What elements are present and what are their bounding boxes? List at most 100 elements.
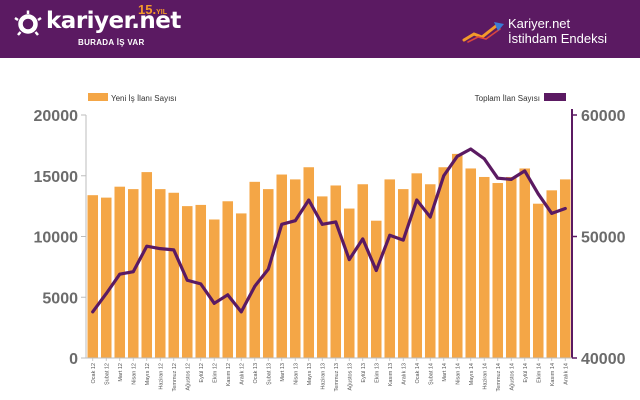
brand-title: Kariyer.net (508, 16, 571, 31)
x-tick-label: Temmuz 14 (496, 363, 502, 391)
legend-label-line: Toplam İlan Sayısı (475, 94, 540, 103)
left-tick-label: 20000 (34, 108, 79, 125)
line-point (131, 270, 135, 274)
series-line (91, 147, 567, 314)
bar (289, 179, 301, 358)
x-tick-label: Mart 12 (118, 363, 124, 382)
line-point (334, 220, 338, 224)
left-tick-label: 0 (69, 351, 78, 368)
x-tick-label: Kasım 12 (226, 363, 232, 386)
bar (100, 197, 112, 358)
line-point (212, 301, 216, 305)
line-point (401, 238, 405, 242)
x-tick-label: Nisan 13 (293, 363, 299, 385)
x-tick-label: Haziran 13 (320, 363, 326, 390)
x-tick-label: Mart 14 (442, 363, 448, 382)
line-point (374, 269, 378, 272)
line-series (91, 147, 567, 314)
bar (532, 203, 544, 358)
bar (384, 179, 396, 358)
anniversary-unit: YIL (156, 9, 167, 16)
bar (141, 172, 153, 358)
bar (478, 176, 490, 358)
line-point (293, 219, 297, 223)
bar (546, 190, 558, 358)
right-tick-label: 50000 (581, 230, 626, 247)
line-point (104, 292, 108, 296)
bar (154, 189, 166, 358)
line-point (307, 198, 311, 202)
bar (262, 189, 274, 358)
x-tick-label: Aralık 13 (401, 363, 407, 385)
bar (303, 167, 315, 358)
line-point (388, 233, 392, 237)
x-tick-label: Mayıs 12 (145, 363, 151, 385)
employment-index-chart: 0 5000 10000 15000 20000 40000 50000 60000 Ocak … (34, 93, 626, 391)
line-point (185, 278, 189, 282)
x-tick-label: Ağustos 13 (347, 363, 353, 391)
header-banner: kariyer.net 15.YIL BURADA İŞ VAR Kariyer… (0, 0, 640, 58)
x-tick-label: Ağustos 12 (185, 363, 191, 391)
line-point (415, 198, 419, 202)
logo-text: kariyer.net (46, 8, 181, 34)
x-tick-label: Şubat 13 (266, 363, 272, 385)
kariyer-logo-icon (14, 10, 42, 36)
x-tick-label: Haziran 14 (482, 363, 488, 390)
bar (316, 196, 328, 358)
legend-swatch-line (544, 93, 566, 101)
x-tick-label: Kasım 13 (388, 363, 394, 386)
axes: 0 5000 10000 15000 20000 40000 50000 60000 Ocak … (34, 108, 626, 391)
line-point (266, 267, 270, 271)
x-tick-label: Ocak 13 (253, 363, 259, 383)
line-point (509, 177, 513, 181)
bar (519, 168, 531, 358)
x-tick-label: Eylül 13 (361, 363, 367, 383)
bar (397, 189, 409, 358)
bar (235, 213, 247, 358)
x-tick-label: Mayıs 13 (307, 363, 313, 385)
bar (357, 184, 369, 358)
x-tick-label: Kasım 14 (550, 363, 556, 386)
bar (208, 219, 220, 358)
bar (181, 206, 193, 358)
line-point (482, 157, 486, 161)
x-tick-label: Haziran 12 (158, 363, 164, 390)
x-tick-label: Şubat 14 (428, 363, 434, 385)
left-tick-label: 5000 (42, 290, 78, 307)
line-point (455, 154, 459, 158)
bar (249, 181, 261, 358)
line-point (145, 244, 149, 248)
x-tick-label: Ekim 14 (536, 363, 542, 383)
right-tick-label: 60000 (581, 108, 626, 125)
line-point (428, 215, 432, 219)
x-tick-label: Nisan 12 (131, 363, 137, 385)
bar (222, 201, 234, 358)
brand-subtitle: İstihdam Endeksi (508, 31, 607, 46)
x-tick-label: Mart 13 (280, 363, 286, 382)
anniversary-number: 15. (138, 2, 157, 17)
line-point (320, 222, 324, 226)
legend-swatch-bar (88, 93, 108, 101)
x-tick-label: Temmuz 12 (172, 363, 178, 391)
left-tick-label: 10000 (34, 230, 79, 247)
x-tick-label: Aralık 12 (239, 363, 245, 385)
x-tick-label: Şubat 12 (104, 363, 110, 385)
line-point (253, 284, 257, 288)
bar (505, 176, 517, 358)
line-point (469, 147, 473, 151)
bar (492, 183, 504, 358)
x-tick-label: Ocak 14 (415, 363, 421, 383)
line-point (347, 258, 351, 261)
x-tick-label: Ekim 12 (212, 363, 218, 383)
bar (370, 220, 382, 358)
bar (276, 174, 288, 358)
line-point (563, 207, 567, 210)
x-tick-label: Eylül 14 (523, 363, 529, 383)
line-point (118, 272, 122, 276)
anniversary-badge: 15.YIL (138, 2, 167, 17)
x-tick-label: Nisan 14 (455, 363, 461, 385)
legend: Yeni İş İlanı Sayısı Toplam İlan Sayısı (88, 93, 566, 103)
right-tick-label: 40000 (581, 351, 626, 368)
line-point (239, 310, 243, 314)
bar-series (87, 153, 571, 358)
